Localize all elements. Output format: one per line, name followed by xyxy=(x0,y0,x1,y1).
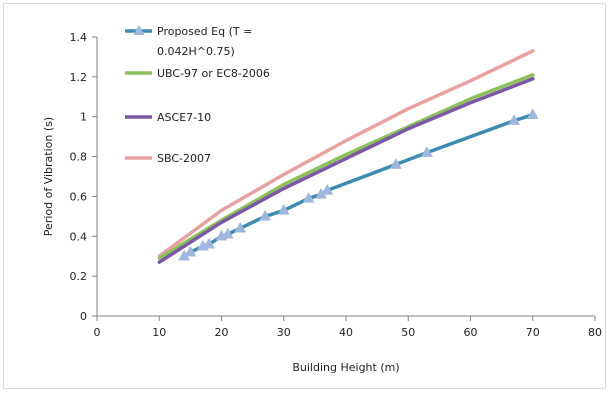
series-layer xyxy=(157,49,539,264)
x-tick-label: 30 xyxy=(277,326,291,339)
y-tick-label: 0.2 xyxy=(70,270,88,283)
legend-entry: Proposed Eq (T = 0.042H^0.75) xyxy=(125,25,252,58)
data-point-marker xyxy=(321,183,334,195)
y-tick-label: 1 xyxy=(80,111,87,124)
y-tick-label: 0.4 xyxy=(70,230,88,243)
y-tick-label: 0.8 xyxy=(70,151,88,164)
legend-entry: SBC-2007 xyxy=(125,152,211,165)
data-point-marker xyxy=(259,209,271,221)
legend-label: UBC-97 or EC8-2006 xyxy=(157,67,270,80)
y-axis-title: Period of Vibration (s) xyxy=(42,117,55,236)
axes: 0 10 20 30 40 50 60 70 80 0 0.2 0.4 0.6 0.8 1 1.2 1.4 xyxy=(70,31,603,339)
y-tick-label: 1.2 xyxy=(70,71,88,84)
data-point-marker xyxy=(221,227,234,239)
data-point-marker xyxy=(203,237,215,249)
y-tick-label: 0.6 xyxy=(70,190,88,203)
x-tick-label: 20 xyxy=(215,326,229,339)
data-point-marker xyxy=(184,245,197,257)
x-axis-title: Building Height (m) xyxy=(292,361,399,374)
legend-entry: UBC-97 or EC8-2006 xyxy=(125,67,270,80)
x-tick-label: 40 xyxy=(339,326,353,339)
data-point-marker xyxy=(526,108,539,119)
x-tick-label: 60 xyxy=(464,326,478,339)
legend-label: ASCE7-10 xyxy=(157,111,211,124)
data-point-marker xyxy=(277,203,290,215)
x-tick-label: 0 xyxy=(94,326,101,339)
x-tick-label: 50 xyxy=(401,326,415,339)
series-2 xyxy=(157,77,535,264)
y-tick-label: 1.4 xyxy=(70,31,88,44)
series-line xyxy=(157,73,535,260)
data-point-marker xyxy=(302,191,315,203)
chart-frame xyxy=(3,3,606,389)
legend-label: SBC-2007 xyxy=(157,152,211,165)
series-3 xyxy=(157,49,535,258)
data-point-marker xyxy=(421,146,433,157)
data-point-marker xyxy=(389,158,402,169)
legend-label: 0.042H^0.75) xyxy=(157,45,235,58)
series-line xyxy=(157,49,535,258)
x-tick-label: 10 xyxy=(152,326,166,339)
series-1 xyxy=(157,73,535,260)
x-tick-label: 70 xyxy=(526,326,540,339)
series-0 xyxy=(178,108,539,261)
series-line xyxy=(157,77,535,264)
legend: Proposed Eq (T = 0.042H^0.75) UBC-97 or EC… xyxy=(125,25,270,165)
legend-label: Proposed Eq (T = xyxy=(157,25,252,38)
legend-entry: ASCE7-10 xyxy=(125,111,211,124)
legend-marker xyxy=(133,25,145,35)
data-point-marker xyxy=(234,221,247,233)
x-tick-label: 80 xyxy=(588,326,602,339)
y-tick-label: 0 xyxy=(80,310,87,323)
data-point-marker xyxy=(508,114,520,125)
